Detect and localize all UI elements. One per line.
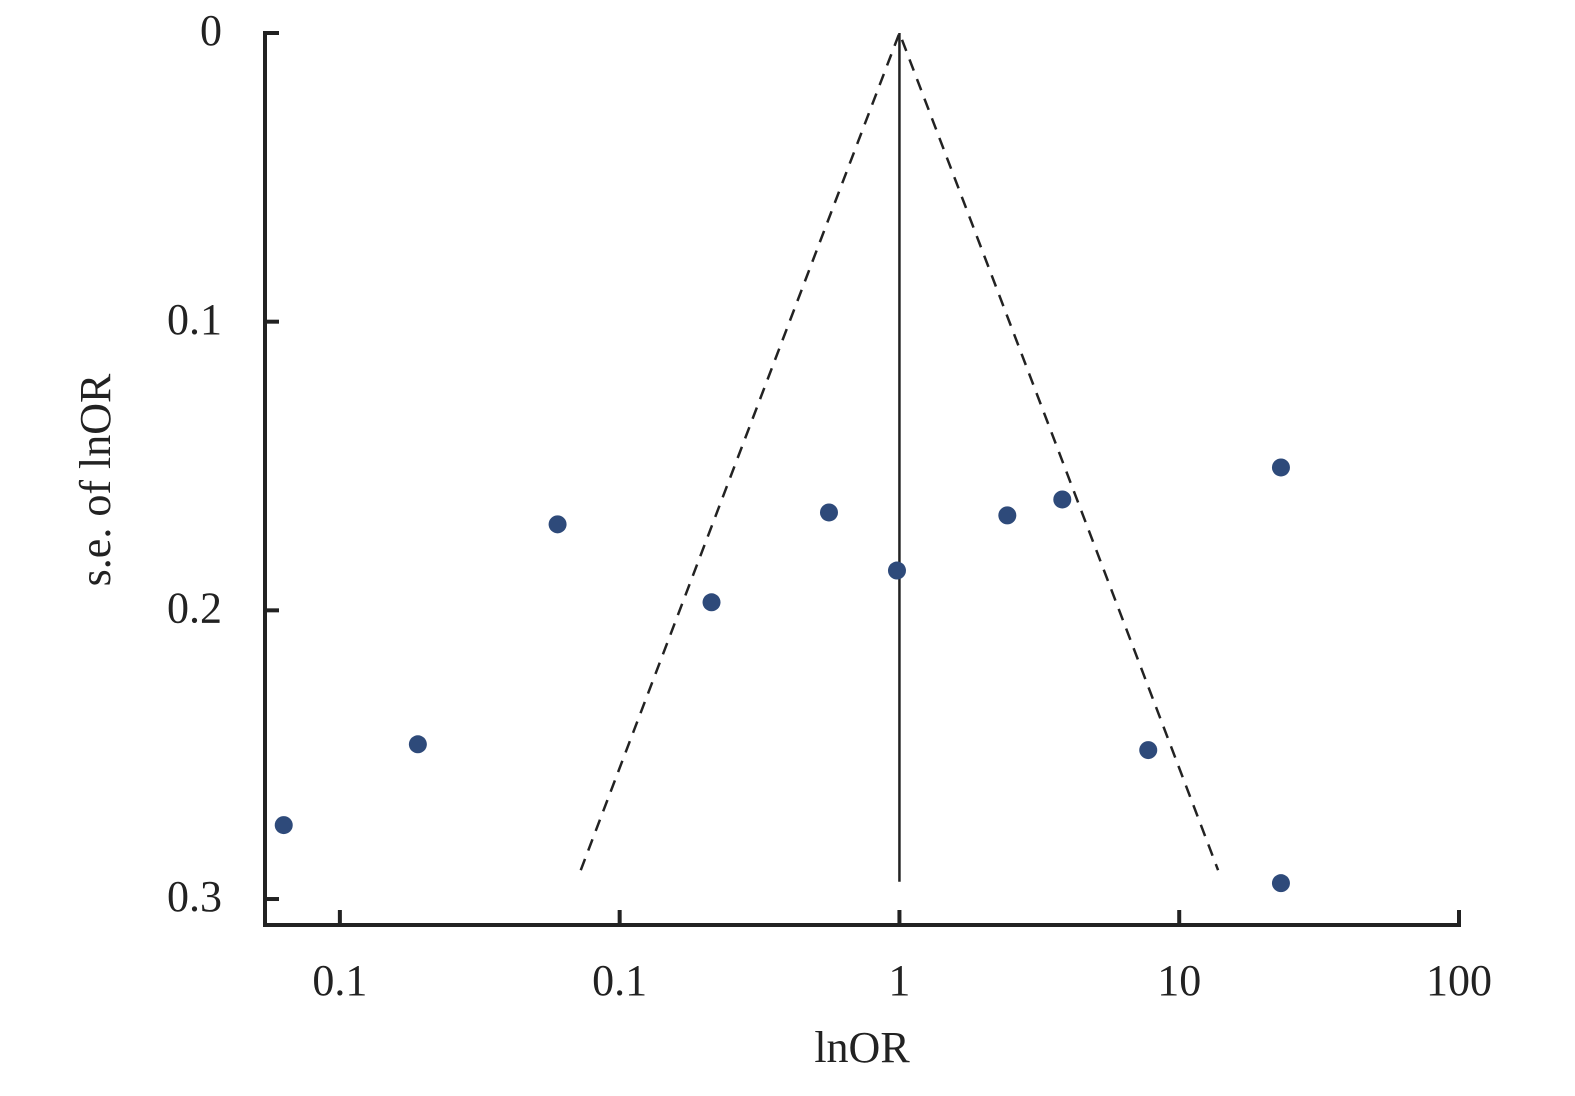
x-tick-label: 0.1	[312, 956, 367, 1005]
point	[1139, 741, 1158, 760]
y-axis-title: s.e. of lnOR	[71, 373, 120, 586]
point	[1271, 458, 1290, 477]
x-tick-label: 10	[1157, 956, 1201, 1005]
y-tick-label: 0	[200, 6, 222, 55]
point	[1053, 490, 1072, 509]
x-tick-label: 1	[888, 956, 910, 1005]
x-tick-label: 0.1	[592, 956, 647, 1005]
point	[887, 561, 906, 580]
y-tick-label: 0.1	[167, 295, 222, 344]
point	[408, 735, 427, 754]
point	[998, 506, 1017, 525]
y-tick-label: 0.3	[167, 872, 222, 921]
funnel-line	[579, 29, 1220, 871]
point	[548, 515, 567, 534]
point	[1271, 874, 1290, 893]
point	[702, 593, 721, 612]
point	[274, 816, 293, 835]
y-tick-label: 0.2	[167, 583, 222, 632]
x-tick-label: 100	[1426, 956, 1492, 1005]
x-axis-title: lnOR	[814, 1023, 910, 1072]
point	[819, 503, 838, 522]
